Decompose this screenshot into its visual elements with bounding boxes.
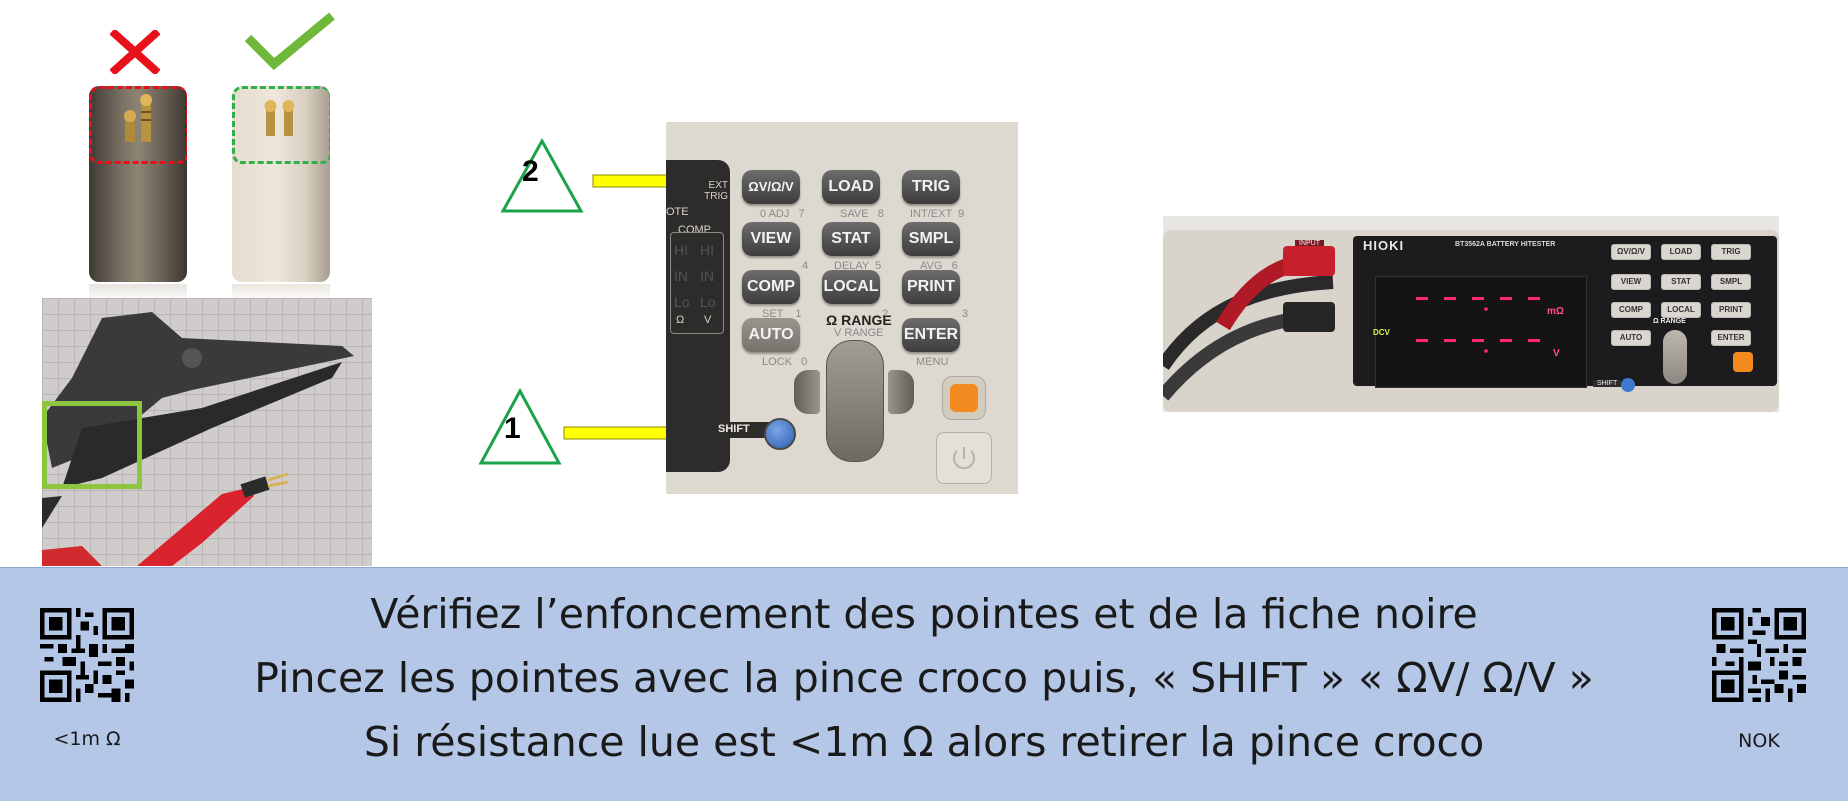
device-view-button[interactable]: VIEW xyxy=(1611,274,1651,290)
device-print-button[interactable]: PRINT xyxy=(1711,302,1751,318)
device-load-button[interactable]: LOAD xyxy=(1661,244,1701,260)
panel-omega-label: Ω xyxy=(676,314,685,326)
range-left-button[interactable] xyxy=(794,370,820,414)
device-input-label: INPUT xyxy=(1295,240,1324,247)
display-digits-icon xyxy=(1416,297,1540,353)
caption-line-1: Vérifiez l’enfoncement des pointes et de… xyxy=(370,590,1478,638)
device-omega-v-button[interactable]: ΩV/Ω/V xyxy=(1611,244,1651,260)
omega-v-sublabel: 0 ADJ 7 xyxy=(760,208,805,220)
hioki-device-photo: HIOKI BT3562A BATTERY HITESTER mΩ V DCV … xyxy=(1163,216,1779,412)
device-comp-button[interactable]: COMP xyxy=(1611,302,1651,318)
qr-code-left-label: <1m Ω xyxy=(53,728,121,750)
step-2-marker: 2 xyxy=(500,137,584,214)
device-dcv-label: DCV xyxy=(1373,328,1390,337)
view-button[interactable]: VIEW xyxy=(742,222,800,256)
shift-button[interactable] xyxy=(764,418,796,450)
device-orange-button[interactable] xyxy=(1733,352,1753,372)
panel-lo-left: Lo xyxy=(674,294,690,310)
step-1-number: 1 xyxy=(504,412,521,445)
comp-button[interactable]: COMP xyxy=(742,270,800,304)
trig-button[interactable]: TRIG xyxy=(902,170,960,204)
panel-comp-label: COMP xyxy=(678,224,711,236)
view-sublabel: 4 xyxy=(802,260,809,272)
range-right-button[interactable] xyxy=(888,370,914,414)
device-display xyxy=(1375,276,1587,388)
qr-code-right-icon[interactable] xyxy=(1712,608,1806,702)
omega-v-button[interactable]: ΩV/Ω/V xyxy=(742,170,800,204)
device-model: BT3562A BATTERY HITESTER xyxy=(1455,241,1556,248)
panel-ext-trig: EXT TRIG xyxy=(704,180,728,202)
enter-button[interactable]: ENTER xyxy=(902,318,960,352)
good-probe-tip-photo xyxy=(232,86,330,282)
device-local-button[interactable]: LOCAL xyxy=(1661,302,1701,318)
correct-mark-icon xyxy=(242,12,338,72)
panel-lo-right: Lo xyxy=(700,294,716,310)
caption-line-2: Pincez les pointes avec la pince croco p… xyxy=(254,654,1594,702)
device-range-rocker[interactable] xyxy=(1663,330,1687,384)
device-stat-button[interactable]: STAT xyxy=(1661,274,1701,290)
range-label: Ω RANGE xyxy=(826,312,892,328)
worn-probe-tip-photo xyxy=(89,86,187,282)
print-button[interactable]: PRINT xyxy=(902,270,960,304)
qr-code-left-icon[interactable] xyxy=(40,608,134,702)
good-tip-reflection xyxy=(232,284,330,302)
panel-dark-strip xyxy=(666,160,730,472)
panel-remote: OTE xyxy=(666,206,689,218)
device-enter-button[interactable]: ENTER xyxy=(1711,330,1751,346)
local-button[interactable]: LOCAL xyxy=(822,270,880,304)
device-brand: HIOKI xyxy=(1363,238,1405,253)
worn-tip-pins-icon xyxy=(124,94,152,142)
clip-highlight-box xyxy=(42,401,142,489)
load-button[interactable]: LOAD xyxy=(822,170,880,204)
qr-code-right-label: NOK xyxy=(1738,730,1780,752)
smpl-button[interactable]: SMPL xyxy=(902,222,960,256)
crocodile-clip-icon xyxy=(42,312,354,566)
load-sublabel: SAVE 8 xyxy=(840,208,884,220)
range-rocker[interactable] xyxy=(826,340,884,462)
orange-button[interactable] xyxy=(942,376,986,420)
enter-sublabel: MENU xyxy=(916,356,949,368)
panel-in-left: IN xyxy=(674,268,688,284)
crocodile-clip-photo xyxy=(42,298,372,566)
panel-v-label: V xyxy=(704,314,712,326)
wrong-mark-icon xyxy=(109,28,161,76)
auto-sublabel: LOCK 0 xyxy=(762,356,808,368)
stat-sublabel: DELAY 5 xyxy=(834,260,882,272)
trig-sublabel: INT/EXT 9 xyxy=(910,208,965,220)
device-shift-button[interactable] xyxy=(1621,378,1635,392)
local-sublabel: 2 xyxy=(882,308,889,320)
front-panel-photo: EXT TRIG OTE COMP HI HI IN IN Lo Lo Ω V … xyxy=(666,122,1018,494)
device-auto-button[interactable]: AUTO xyxy=(1611,330,1651,346)
step-1-marker: 1 xyxy=(478,387,562,466)
panel-hi-left: HI xyxy=(674,242,688,258)
panel-in-right: IN xyxy=(700,268,714,284)
good-tip-pins-icon xyxy=(264,100,295,136)
stat-button[interactable]: STAT xyxy=(822,222,880,256)
caption-line-3: Si résistance lue est <1m Ω alors retire… xyxy=(363,718,1485,766)
vrange-label: V RANGE xyxy=(834,327,884,339)
device-smpl-button[interactable]: SMPL xyxy=(1711,274,1751,290)
panel-hi-right: HI xyxy=(700,242,714,258)
caption-bar: Vérifiez l’enfoncement des pointes et de… xyxy=(0,567,1848,801)
smpl-sublabel: AVG 6 xyxy=(920,260,958,272)
print-sublabel: 3 xyxy=(962,308,969,320)
shift-label-strip xyxy=(680,422,770,438)
device-trig-button[interactable]: TRIG xyxy=(1711,244,1751,260)
device-range-label: Ω RANGE xyxy=(1653,318,1686,325)
device-cables-icon xyxy=(1163,246,1335,401)
step-2-number: 2 xyxy=(522,155,539,188)
panel-comp-frame xyxy=(670,232,724,334)
worn-tip-reflection xyxy=(89,284,187,302)
device-shift-label: SHIFT xyxy=(1593,380,1622,387)
device-mohm-unit: mΩ xyxy=(1547,306,1564,317)
device-volt-unit: V xyxy=(1553,348,1560,359)
comp-sublabel: SET 1 xyxy=(762,308,802,320)
auto-button[interactable]: AUTO xyxy=(742,318,800,352)
power-icon xyxy=(953,447,975,470)
power-button[interactable] xyxy=(936,432,992,484)
shift-label: SHIFT xyxy=(718,423,750,435)
